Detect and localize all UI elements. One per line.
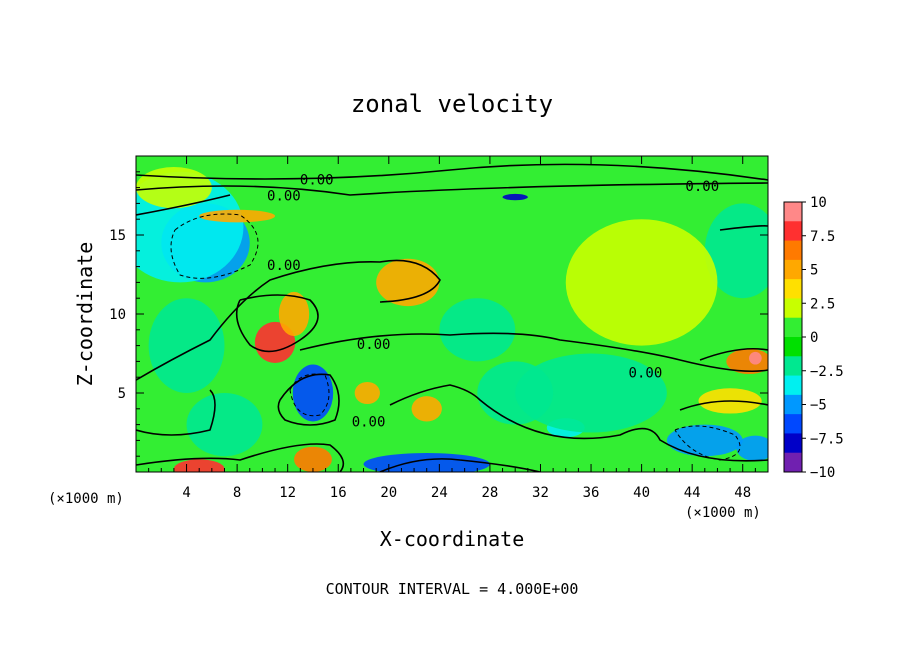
colorbar-swatch (784, 394, 802, 415)
x-tick-label: 12 (279, 485, 296, 501)
heatmap-blob (411, 396, 442, 422)
x-tick-label: 20 (380, 485, 397, 501)
x-tick-label: 24 (431, 485, 448, 501)
colorbar-tick-label: 7.5 (810, 229, 835, 245)
contour-line (235, 294, 319, 353)
contour-line (136, 163, 768, 181)
contour-line (136, 194, 231, 216)
colorbar-swatch (784, 259, 802, 280)
heatmap-blob (199, 209, 276, 223)
x-tick-label: 16 (330, 485, 347, 501)
y-tick-label: 15 (109, 228, 126, 244)
heatmap-blob (278, 291, 310, 337)
colorbar-swatch (784, 298, 802, 319)
x-axis-label: X-coordinate (380, 527, 525, 551)
heatmap-blob (439, 298, 516, 362)
heatmap-blob (736, 435, 768, 461)
y-tick-label: 5 (118, 386, 126, 402)
x-unit-left: (×1000 m) (48, 491, 124, 507)
y-tick-label: 10 (109, 307, 126, 323)
x-tick-label: 28 (481, 485, 498, 501)
plot-area: 0.000.000.000.000.000.000.00 4 8 12 16 20 24 2… (109, 155, 769, 501)
contour-label: 0.00 (300, 173, 334, 189)
contour-line (679, 400, 768, 411)
contour-line (699, 347, 768, 361)
colorbar-swatch (784, 375, 802, 396)
colorbar-tick-label: 2.5 (810, 296, 835, 312)
contour-line (299, 332, 768, 373)
colorbar-tick-label: 5 (810, 263, 818, 279)
heatmap-blob (254, 321, 296, 363)
heatmap-blob (666, 424, 743, 457)
heatmap-blob (363, 453, 490, 472)
colorbar-swatch (784, 337, 802, 357)
contour-line (136, 443, 345, 472)
colorbar-tick-label: −10 (810, 465, 835, 481)
colorbar-tick-label: 0 (810, 330, 818, 346)
colorbar-swatch (784, 317, 802, 338)
chart-title: zonal velocity (351, 90, 553, 118)
colorbar-tick-label: 10 (810, 195, 827, 211)
contour-label: 0.00 (267, 189, 301, 205)
contour-line (136, 259, 441, 381)
x-tick-label: 44 (684, 485, 701, 501)
heatmap-blob (148, 298, 225, 393)
x-unit-right: (×1000 m) (685, 505, 761, 521)
colorbar-tick-label: −5 (810, 398, 827, 414)
heatmap-blob (186, 393, 263, 457)
colorbar-swatch (784, 414, 802, 434)
x-tick-label: 36 (583, 485, 600, 501)
contour-line (389, 384, 768, 462)
heatmap-blob (515, 353, 667, 433)
colorbar-swatch (784, 202, 802, 222)
contour-line (136, 389, 216, 436)
x-tick-label: 4 (182, 485, 190, 501)
contour-line (379, 458, 541, 472)
heatmap-blob (294, 446, 332, 472)
heatmap-blob (565, 219, 718, 346)
x-tick-label: 8 (233, 485, 241, 501)
colorbar-swatch (784, 356, 802, 377)
contour-line-dashed (289, 373, 330, 417)
colorbar-swatch (784, 433, 802, 454)
colorbar-swatch (784, 279, 802, 299)
contour-line (719, 225, 768, 231)
heatmap-blob (354, 381, 380, 405)
colorbar-swatch (784, 221, 802, 242)
colorbar-tick-label: −2.5 (810, 364, 844, 380)
contour-label: 0.00 (685, 179, 719, 195)
y-axis-label: Z-coordinate (73, 242, 97, 387)
contour-interval-note: CONTOUR INTERVAL = 4.000E+00 (326, 580, 579, 598)
y-axis: 5 10 15 (109, 171, 768, 457)
colorbar: 10 7.5 5 2.5 0 −2.5 −5 −7.5 −10 (783, 195, 844, 481)
colorbar-swatch (784, 452, 802, 473)
contour-lines (136, 163, 768, 472)
x-axis: 4 8 12 16 20 24 28 32 36 40 44 48 (148, 156, 756, 501)
contour-line-dashed (674, 425, 741, 461)
heatmap-blob (502, 193, 528, 201)
contour-label: 0.00 (267, 258, 301, 274)
heatmap-blob (292, 364, 334, 422)
x-tick-label: 40 (633, 485, 650, 501)
x-tick-label: 48 (734, 485, 751, 501)
colorbar-swatch (784, 240, 802, 261)
contour-line-dashed (170, 213, 259, 279)
heatmap-blob (749, 351, 762, 365)
contour-line (136, 182, 768, 196)
colorbar-tick-label: −7.5 (810, 431, 844, 447)
contour-line (277, 373, 340, 426)
x-tick-label: 32 (532, 485, 549, 501)
contour-label-group: 0.000.000.000.000.000.000.00 (267, 173, 719, 431)
contour-label: 0.00 (357, 337, 391, 353)
contour-label: 0.00 (629, 365, 663, 381)
heatmap-blob (477, 361, 554, 425)
contour-label: 0.00 (352, 414, 386, 430)
